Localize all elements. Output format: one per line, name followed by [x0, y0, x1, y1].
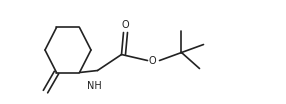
Text: NH: NH: [88, 80, 102, 90]
Text: O: O: [148, 56, 156, 66]
Text: O: O: [122, 20, 129, 30]
